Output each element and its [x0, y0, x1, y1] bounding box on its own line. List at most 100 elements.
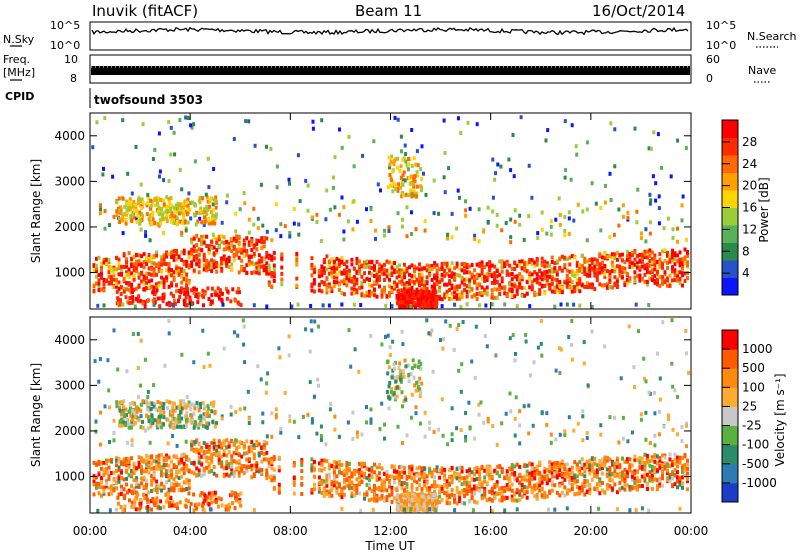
- heatmap-cell: [332, 465, 336, 470]
- heatmap-cell: [557, 196, 561, 201]
- heatmap-cell: [390, 285, 394, 290]
- heatmap-cell: [633, 481, 637, 485]
- heatmap-cell: [663, 270, 667, 275]
- heatmap-cell: [195, 261, 199, 266]
- heatmap-cell: [661, 453, 664, 458]
- heatmap-cell: [658, 283, 662, 288]
- heatmap-cell: [686, 479, 689, 484]
- heatmap-cell: [553, 277, 557, 282]
- heatmap-cell: [267, 282, 271, 287]
- heatmap-cell: [234, 410, 238, 414]
- heatmap-cell: [212, 259, 216, 264]
- heatmap-cell: [658, 478, 662, 483]
- heatmap-cell: [128, 200, 132, 204]
- heatmap-cell: [419, 184, 423, 189]
- heatmap-cell: [400, 297, 404, 302]
- heatmap-cell: [593, 456, 597, 461]
- heatmap-cell: [420, 487, 424, 492]
- heatmap-cell: [261, 223, 265, 228]
- colorbar-segment: [722, 190, 738, 208]
- heatmap-cell: [170, 281, 174, 286]
- heatmap-cell: [544, 138, 548, 143]
- heatmap-cell: [147, 253, 151, 257]
- heatmap-cell: [653, 280, 657, 285]
- heatmap-cell: [172, 294, 175, 298]
- heatmap-cell: [319, 434, 323, 439]
- heatmap-cell: [470, 263, 474, 267]
- heatmap-cell: [428, 488, 432, 493]
- heatmap-cell: [265, 468, 269, 473]
- heatmap-cell: [538, 463, 542, 468]
- heatmap-cell: [363, 492, 366, 497]
- heatmap-cell: [393, 115, 397, 120]
- heatmap-cell: [277, 490, 281, 495]
- heatmap-cell: [490, 288, 494, 293]
- heatmap-cell: [570, 476, 574, 481]
- heatmap-cell: [578, 466, 582, 471]
- heatmap-cell: [162, 178, 166, 183]
- heatmap-cell: [520, 266, 524, 271]
- heatmap-cell: [333, 155, 337, 160]
- heatmap-cell: [498, 486, 502, 491]
- heatmap-cell: [418, 283, 421, 288]
- heatmap-cell: [96, 303, 100, 308]
- heatmap-cell: [107, 474, 111, 479]
- heatmap-cell: [207, 251, 211, 255]
- heatmap-cell: [593, 257, 597, 262]
- heatmap-cell: [652, 130, 656, 135]
- heatmap-cell: [583, 484, 587, 489]
- heatmap-cell: [108, 405, 111, 410]
- heatmap-cell: [110, 489, 113, 493]
- heatmap-cell: [495, 213, 499, 217]
- heatmap-cell: [170, 211, 174, 216]
- heatmap-cell: [480, 263, 484, 268]
- heatmap-cell: [157, 269, 161, 273]
- heatmap-cell: [525, 280, 529, 285]
- heatmap-cell: [280, 277, 284, 282]
- heatmap-cell: [144, 428, 148, 433]
- heatmap-cell: [234, 298, 238, 303]
- heatmap-cell: [337, 261, 341, 266]
- heatmap-cell: [667, 413, 670, 418]
- heatmap-cell: [177, 211, 181, 216]
- heatmap-cell: [660, 165, 663, 170]
- freq-tick-bottom: 8: [70, 72, 77, 85]
- heatmap-cell: [435, 465, 439, 470]
- heatmap-cell: [165, 472, 169, 477]
- heatmap-cell: [188, 295, 192, 300]
- heatmap-cell: [493, 495, 497, 500]
- heatmap-cell: [395, 265, 399, 270]
- heatmap-cell: [595, 468, 599, 473]
- heatmap-cell: [347, 268, 351, 273]
- heatmap-cell: [265, 144, 268, 149]
- heatmap-cell: [267, 460, 271, 465]
- heatmap-cell: [116, 301, 120, 306]
- heatmap-cell: [242, 238, 246, 243]
- heatmap-cell: [177, 457, 181, 462]
- heatmap-cell: [215, 250, 219, 255]
- heatmap-cell: [543, 491, 547, 496]
- heatmap-cell: [247, 262, 251, 267]
- heatmap-cell: [528, 258, 532, 262]
- heatmap-cell: [137, 262, 141, 267]
- heatmap-cell: [388, 165, 392, 170]
- colorbar-segment: [722, 225, 738, 243]
- heatmap-cell: [207, 185, 211, 190]
- heatmap-cell: [137, 218, 141, 223]
- heatmap-cell: [633, 270, 637, 275]
- heatmap-cell: [365, 466, 369, 471]
- heatmap-cell: [450, 492, 454, 497]
- heatmap-cell: [558, 290, 562, 294]
- heatmap-cell: [500, 486, 504, 490]
- heatmap-cell: [185, 477, 189, 482]
- heatmap-cell: [613, 265, 617, 270]
- heatmap-cell: [105, 279, 108, 283]
- heatmap-cell: [216, 286, 220, 291]
- heatmap-cell: [280, 265, 284, 270]
- heatmap-cell: [633, 126, 637, 131]
- heatmap-cell: [220, 443, 224, 448]
- heatmap-cell: [154, 196, 158, 201]
- heatmap-cell: [342, 229, 346, 234]
- heatmap-cell: [250, 475, 254, 480]
- heatmap-cell: [162, 257, 166, 262]
